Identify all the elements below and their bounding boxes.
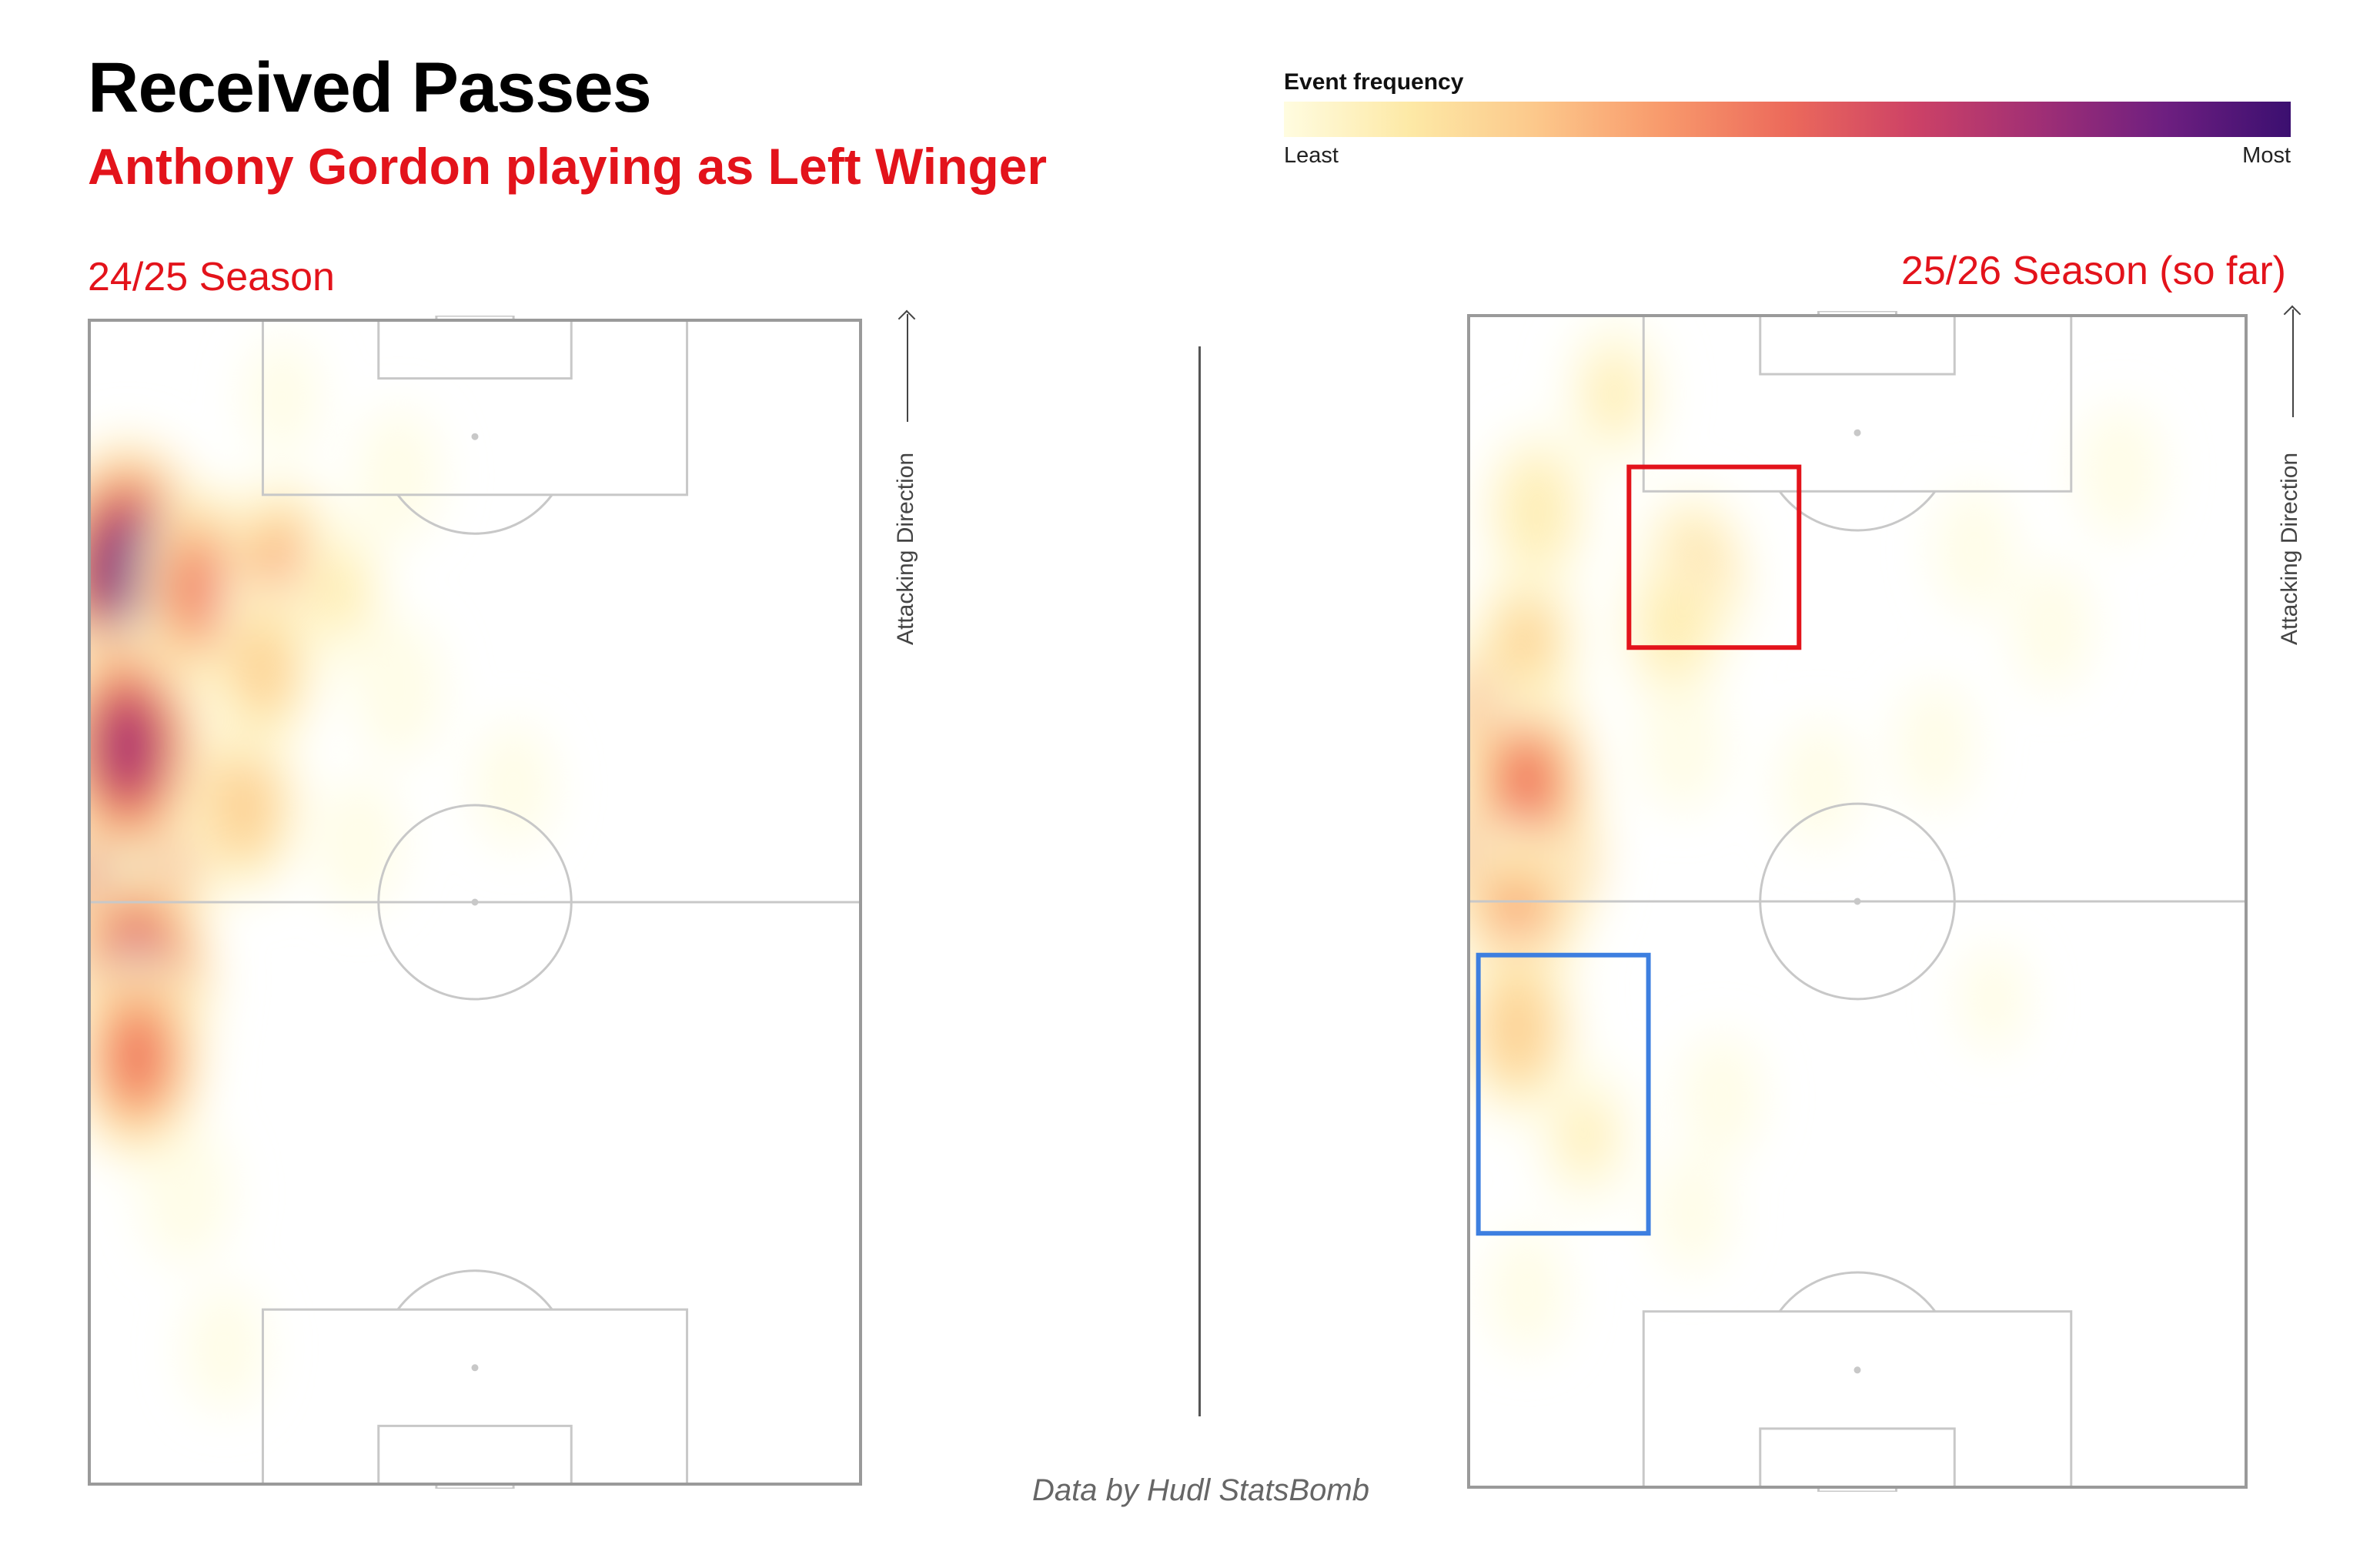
pitch-24-25 xyxy=(88,316,862,1489)
heat-hotspot xyxy=(1619,544,1727,712)
heat-hotspot xyxy=(89,617,211,876)
heat-hotspot xyxy=(1894,680,1977,810)
heat-hotspot xyxy=(1639,677,1727,814)
heatmap-layer xyxy=(89,337,555,1413)
heat-hotspot xyxy=(182,1283,266,1413)
heat-hotspot xyxy=(1777,720,1860,849)
penalty-arc-bottom xyxy=(396,1269,553,1311)
pitch-markings xyxy=(89,316,861,1489)
heat-hotspot xyxy=(243,337,321,458)
heat-hotspot xyxy=(289,513,390,670)
highlight-box-red xyxy=(1626,464,1802,650)
heat-hotspot xyxy=(1470,549,1584,727)
penalty-arc-bottom xyxy=(1778,1271,1937,1312)
heat-hotspot xyxy=(2076,403,2164,540)
centre-circle xyxy=(377,804,573,1001)
penalty-arc-top xyxy=(396,493,553,535)
colorbar xyxy=(1284,102,2291,137)
six-yard-box-top xyxy=(1759,314,1956,376)
attacking-direction-arrow-left xyxy=(907,314,908,422)
highlight-box-blue xyxy=(1476,952,1651,1236)
heat-hotspot xyxy=(316,776,403,912)
heat-hotspot xyxy=(1481,424,1593,598)
legend-min-label: Least xyxy=(1284,143,1339,168)
heat-hotspot xyxy=(1536,1059,1634,1212)
heat-hotspot xyxy=(354,407,442,543)
penalty-box-bottom xyxy=(261,1308,689,1486)
centre-circle xyxy=(1759,802,1956,1001)
heat-hotspot xyxy=(203,577,323,762)
heat-hotspot xyxy=(1653,1153,1731,1275)
attacking-direction-arrow-right xyxy=(2292,309,2294,417)
pitch-outline xyxy=(88,319,862,1486)
left-panel-title: 24/25 Season xyxy=(88,255,335,299)
legend-max-label: Most xyxy=(2242,143,2291,168)
penalty-box-top xyxy=(261,319,689,496)
heatmap-layer xyxy=(1469,316,2164,1357)
six-yard-box-bottom xyxy=(1759,1427,1956,1489)
heat-hotspot xyxy=(351,616,445,761)
penalty-spot-top xyxy=(471,433,479,440)
heat-hotspot xyxy=(89,945,209,1169)
pitch-outline xyxy=(1467,314,2248,1489)
centre-spot xyxy=(471,898,479,906)
data-credit: Data by Hudl StatsBomb xyxy=(1032,1473,1369,1507)
penalty-spot-bottom xyxy=(471,1364,479,1372)
attacking-direction-label-right: Attacking Direction xyxy=(2277,452,2302,645)
right-panel-title: 25/26 Season (so far) xyxy=(1900,249,2286,293)
panel-divider xyxy=(1198,346,1201,1416)
heat-hotspot xyxy=(1469,931,1579,1125)
pitch-25-26 xyxy=(1467,311,2248,1492)
page-subtitle: Anthony Gordon playing as Left Winger xyxy=(88,138,1048,195)
page-title: Received Passes xyxy=(88,48,652,127)
penalty-arc-top xyxy=(1778,490,1937,532)
heat-hotspot xyxy=(2010,563,2094,693)
six-yard-box-bottom xyxy=(377,1424,573,1486)
heat-hotspot xyxy=(139,1120,232,1266)
heat-hotspot xyxy=(1958,944,2029,1055)
heat-hotspot xyxy=(182,708,306,902)
penalty-box-bottom xyxy=(1642,1310,2073,1489)
penalty-spot-top xyxy=(1854,429,1861,436)
heat-hotspot xyxy=(1564,316,1665,473)
attacking-direction-label-left: Attacking Direction xyxy=(893,452,918,645)
heat-hotspot xyxy=(1486,1227,1569,1357)
six-yard-box-top xyxy=(377,319,573,380)
legend-title: Event frequency xyxy=(1284,69,1464,95)
penalty-spot-bottom xyxy=(1854,1366,1861,1374)
centre-spot xyxy=(1854,898,1861,905)
heat-hotspot xyxy=(1680,1031,1763,1162)
heat-hotspot xyxy=(472,721,555,851)
heat-hotspot xyxy=(1932,485,2016,615)
